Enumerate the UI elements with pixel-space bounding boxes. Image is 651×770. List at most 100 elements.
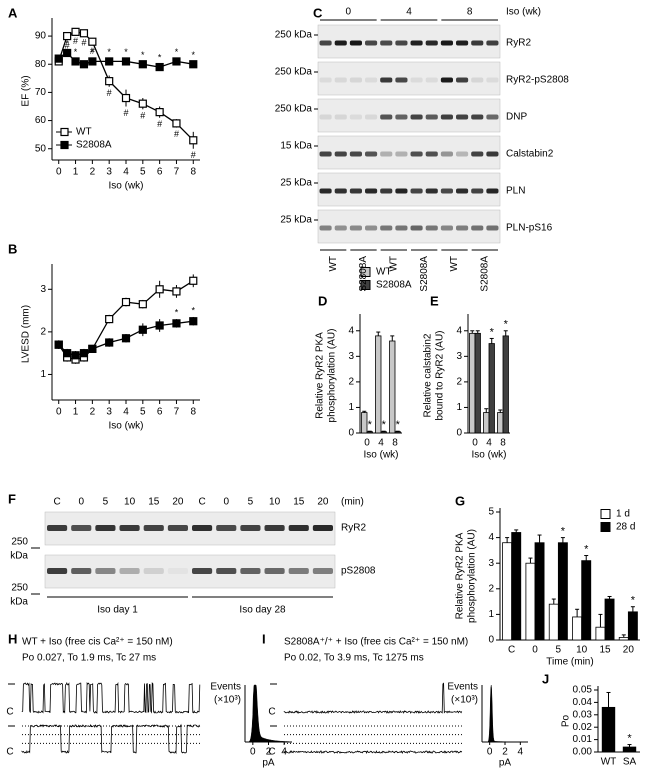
size-marker: 25 kDa	[280, 178, 312, 189]
blot-band	[425, 225, 438, 231]
blot-strip	[317, 98, 501, 133]
point	[105, 338, 114, 347]
point	[138, 300, 147, 309]
blot-band	[471, 225, 484, 231]
group-label: Iso day 28	[239, 605, 286, 616]
point	[121, 57, 131, 66]
row-label: RyR2-pS2808	[506, 75, 569, 86]
annotation: #	[123, 108, 128, 118]
x-tick-label: 8	[392, 438, 398, 449]
blot-band	[471, 40, 484, 46]
blot-band	[264, 525, 285, 531]
x-tick-label: 2	[266, 747, 272, 758]
closed-label: C	[268, 747, 275, 758]
annotation: #	[81, 37, 86, 47]
blot-band	[456, 225, 469, 231]
blot-band	[486, 188, 499, 194]
blot-band	[192, 568, 213, 574]
y-axis-label: (×10³)	[214, 695, 241, 706]
y-tick-label: 0.00	[573, 747, 593, 758]
blot-band	[395, 225, 408, 231]
bar	[497, 412, 504, 434]
annotation: #	[157, 119, 162, 129]
y-tick-label: 4	[488, 532, 494, 543]
bar	[361, 412, 368, 434]
x-axis-label: Iso (wk)	[472, 450, 507, 461]
blot-band	[410, 40, 423, 46]
point	[79, 349, 89, 358]
blot-band	[440, 225, 453, 231]
blot-band	[395, 188, 408, 194]
channel-trace	[283, 682, 463, 714]
x-tick-label: 8	[190, 167, 196, 178]
blot-band	[95, 568, 116, 574]
lane-label: WT	[328, 256, 339, 272]
point	[138, 60, 147, 69]
blot-band	[410, 225, 423, 231]
x-tick-label: 2	[90, 167, 96, 178]
blot-band	[456, 151, 469, 157]
point	[155, 62, 164, 72]
x-tick-label: 4	[123, 167, 129, 178]
bar	[366, 431, 373, 434]
y-tick-label: 2	[348, 377, 354, 388]
x-tick-label: 5	[556, 645, 562, 656]
column-label: C	[198, 497, 205, 508]
blot-band	[334, 151, 347, 157]
y-tick-label: 0.02	[573, 722, 593, 733]
blot-band	[119, 525, 140, 531]
blot-band	[319, 40, 332, 46]
x-tick-label: SA	[623, 757, 637, 768]
x-tick-label: 20	[623, 645, 635, 656]
blot-band	[334, 188, 347, 194]
annotation: #	[73, 36, 78, 46]
blot-band	[334, 40, 347, 46]
blot-band	[486, 225, 499, 231]
x-tick-label: 0	[364, 438, 370, 449]
channel-trace	[21, 681, 201, 714]
bar	[595, 626, 606, 641]
blot-band	[425, 114, 438, 120]
blot-band	[380, 225, 393, 231]
lane-label: S2808A	[358, 256, 369, 292]
blot-band	[319, 225, 332, 231]
y-tick-label: 70	[35, 87, 47, 98]
blot-band	[456, 40, 469, 46]
blot-band	[334, 225, 347, 231]
point	[155, 321, 164, 330]
y-tick-label: 60	[35, 115, 47, 126]
point	[88, 344, 97, 354]
y-axis-label: Events	[447, 682, 478, 693]
row-label: PLN-pS16	[506, 223, 553, 234]
bar	[557, 542, 568, 641]
blot-band	[440, 151, 453, 157]
blot-band	[216, 525, 237, 531]
y-tick-label: 1	[40, 369, 46, 380]
bar	[534, 542, 545, 641]
y-tick-label: 0	[348, 428, 354, 439]
annotation: *	[504, 319, 509, 331]
blot-band	[71, 568, 92, 574]
blot-band	[440, 188, 453, 194]
row-label: DNP	[506, 112, 527, 123]
annotation: *	[192, 305, 196, 315]
y-tick-label: 90	[35, 31, 47, 42]
blot-band	[216, 568, 237, 574]
annotation: *	[91, 47, 95, 57]
lane-label: WT	[449, 256, 460, 272]
row-label: RyR2	[341, 523, 366, 534]
annotation: *	[74, 47, 78, 57]
point	[189, 60, 198, 69]
legend-swatch	[60, 140, 69, 150]
bar	[622, 746, 637, 753]
blot-band	[47, 525, 68, 531]
x-tick-label: 1	[73, 167, 79, 178]
x-tick-label: 0	[532, 645, 538, 656]
blot-strip	[44, 554, 336, 589]
blot-strip	[317, 209, 501, 244]
bar	[502, 542, 513, 641]
x-tick-label: 3	[106, 407, 112, 418]
bar	[548, 603, 559, 641]
blot-band	[319, 188, 332, 194]
